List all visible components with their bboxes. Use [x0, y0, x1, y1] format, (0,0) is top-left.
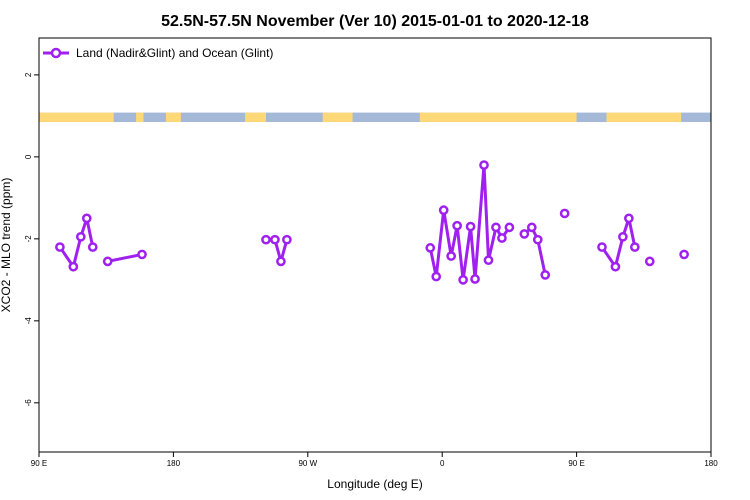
data-point — [458, 274, 468, 285]
y-tick-label: 2 — [24, 72, 33, 77]
data-point — [81, 213, 92, 224]
data-point — [540, 270, 551, 280]
data-point — [270, 234, 280, 245]
land-band — [136, 112, 144, 123]
x-tick-label: 180 — [704, 459, 718, 468]
data-point — [470, 274, 480, 284]
data-point — [425, 243, 436, 253]
data-point — [75, 231, 86, 242]
x-tick-label: 90 E — [568, 459, 584, 468]
land-band — [419, 112, 577, 123]
series-line — [58, 216, 95, 269]
legend: Land (Nadir&Glint) and Ocean (Glint) — [43, 46, 273, 60]
land-band — [606, 112, 682, 123]
land-band — [322, 112, 353, 123]
data-point — [276, 256, 286, 267]
data-point — [68, 261, 79, 272]
y-axis: 2 0 -2 -4 -6 — [24, 72, 39, 406]
x-tick-label: 90 E — [31, 459, 47, 468]
plot-frame — [38, 37, 712, 453]
series-line — [523, 225, 547, 276]
y-tick-label: -6 — [24, 399, 33, 407]
data-point — [438, 205, 449, 216]
data-point — [559, 208, 570, 219]
data-point — [55, 242, 65, 252]
data-point — [465, 221, 476, 232]
data-point — [452, 220, 462, 231]
data-point — [87, 242, 98, 252]
data-point — [644, 256, 655, 267]
land-band — [165, 112, 181, 123]
series-line — [107, 252, 143, 263]
x-tick-label: 90 W — [298, 459, 317, 468]
data-point — [491, 222, 501, 233]
x-tick-label: 180 — [167, 459, 181, 468]
data-point — [610, 261, 621, 272]
data-point — [526, 222, 537, 233]
data-point — [618, 231, 628, 242]
data-point — [261, 234, 271, 245]
land-band — [39, 112, 114, 123]
x-axis-label: Longitude (deg E) — [327, 477, 422, 491]
series-line — [600, 216, 637, 269]
data-point — [137, 249, 147, 260]
y-tick-label: -4 — [24, 317, 33, 325]
data-point — [431, 271, 442, 282]
x-axis: 90 E 180 90 W 0 90 E 180 — [31, 452, 718, 468]
data-point — [519, 229, 530, 239]
data-point — [597, 242, 607, 252]
data-point — [624, 213, 634, 224]
series-layer — [55, 160, 689, 285]
data-point — [446, 251, 457, 261]
y-tick-label: 0 — [24, 154, 33, 159]
legend-label: Land (Nadir&Glint) and Ocean (Glint) — [76, 46, 273, 60]
data-point — [483, 255, 494, 266]
data-point — [479, 160, 489, 170]
ocean-band — [39, 112, 711, 123]
data-point — [629, 242, 640, 252]
x-tick-label: 0 — [440, 459, 445, 468]
land-ocean-strip — [39, 112, 711, 123]
legend-marker-swatch — [50, 47, 62, 59]
data-point — [679, 249, 689, 260]
y-axis-label: XCO2 - MLO trend (ppm) — [0, 178, 13, 313]
data-point — [504, 222, 515, 233]
data-point — [282, 234, 292, 245]
data-point — [102, 256, 113, 267]
data-point — [532, 234, 543, 245]
land-band — [245, 112, 266, 123]
y-tick-label: -2 — [24, 235, 33, 243]
chart-title: 52.5N-57.5N November (Ver 10) 2015-01-01… — [161, 13, 589, 30]
data-point — [497, 233, 507, 243]
